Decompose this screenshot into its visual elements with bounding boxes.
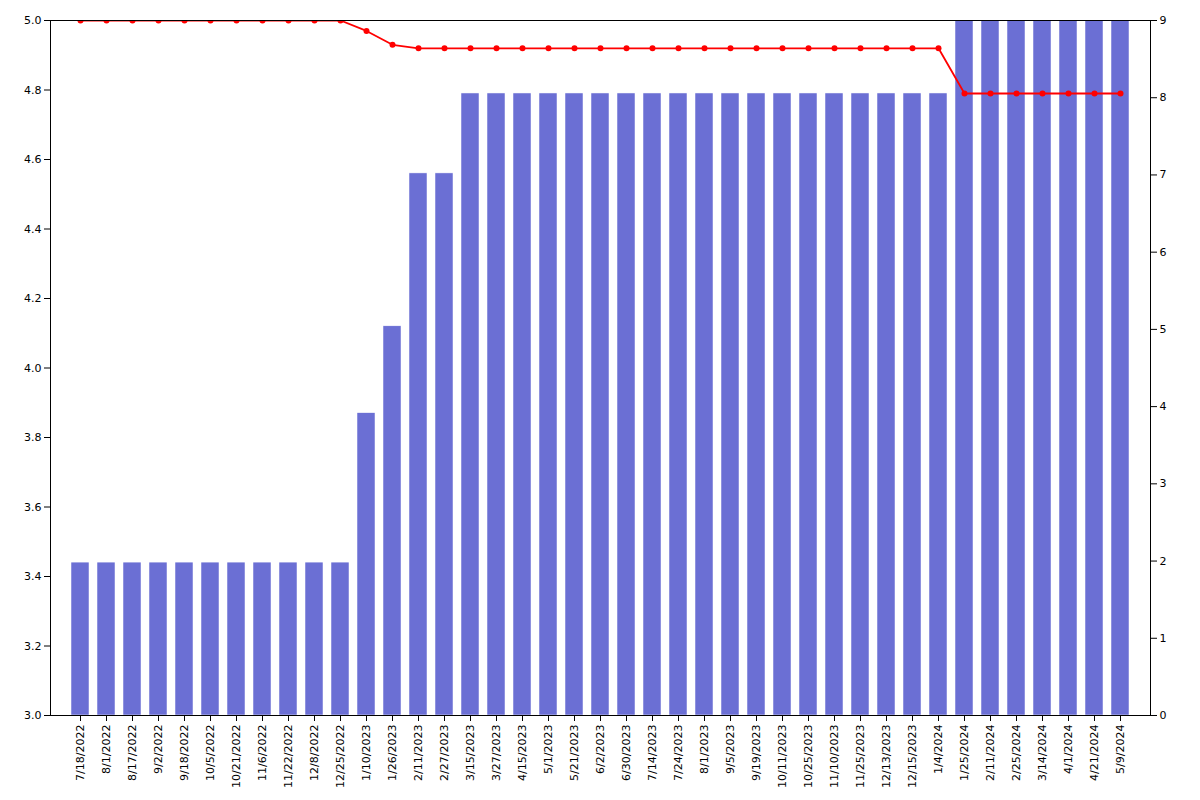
svg-text:0: 0 [1160, 709, 1167, 722]
svg-text:12/25/2022: 12/25/2022 [334, 725, 347, 788]
svg-text:3.6: 3.6 [24, 501, 42, 514]
svg-text:1/10/2023: 1/10/2023 [360, 725, 373, 781]
svg-text:5: 5 [1160, 323, 1167, 336]
svg-text:2/25/2024: 2/25/2024 [1010, 725, 1023, 781]
svg-text:1/26/2023: 1/26/2023 [386, 725, 399, 781]
svg-text:9/19/2023: 9/19/2023 [750, 725, 763, 781]
svg-text:12/8/2022: 12/8/2022 [308, 725, 321, 781]
svg-text:4.4: 4.4 [24, 223, 42, 236]
svg-text:4/1/2024: 4/1/2024 [1062, 725, 1075, 774]
svg-text:8/1/2022: 8/1/2022 [100, 725, 113, 774]
svg-text:4: 4 [1160, 400, 1167, 413]
svg-text:2/11/2023: 2/11/2023 [412, 725, 425, 781]
svg-text:3.0: 3.0 [24, 709, 42, 722]
svg-text:3.2: 3.2 [24, 640, 42, 653]
svg-text:7/14/2023: 7/14/2023 [646, 725, 659, 781]
svg-text:1: 1 [1160, 632, 1167, 645]
svg-text:9/2/2022: 9/2/2022 [152, 725, 165, 774]
svg-text:11/10/2023: 11/10/2023 [828, 725, 841, 788]
svg-text:2: 2 [1160, 555, 1167, 568]
svg-text:1/4/2024: 1/4/2024 [932, 725, 945, 774]
svg-text:3.8: 3.8 [24, 431, 42, 444]
svg-text:3/14/2024: 3/14/2024 [1036, 725, 1049, 781]
svg-text:7: 7 [1160, 168, 1167, 181]
svg-text:4.8: 4.8 [24, 84, 42, 97]
svg-text:4/21/2024: 4/21/2024 [1088, 725, 1101, 781]
svg-text:10/5/2022: 10/5/2022 [204, 725, 217, 781]
svg-text:9/18/2022: 9/18/2022 [178, 725, 191, 781]
svg-text:6: 6 [1160, 246, 1167, 259]
svg-text:11/25/2023: 11/25/2023 [854, 725, 867, 788]
svg-text:8/17/2022: 8/17/2022 [126, 725, 139, 781]
svg-text:2/27/2023: 2/27/2023 [438, 725, 451, 781]
svg-text:4/15/2023: 4/15/2023 [516, 725, 529, 781]
svg-text:10/25/2023: 10/25/2023 [802, 725, 815, 788]
svg-text:11/6/2022: 11/6/2022 [256, 725, 269, 781]
svg-text:4.2: 4.2 [24, 292, 42, 305]
svg-text:1/25/2024: 1/25/2024 [958, 725, 971, 781]
svg-text:3/27/2023: 3/27/2023 [490, 725, 503, 781]
svg-text:5/1/2023: 5/1/2023 [542, 725, 555, 774]
svg-text:3: 3 [1160, 477, 1167, 490]
svg-text:8: 8 [1160, 91, 1167, 104]
svg-text:3/15/2023: 3/15/2023 [464, 725, 477, 781]
svg-text:12/13/2023: 12/13/2023 [880, 725, 893, 788]
svg-text:6/30/2023: 6/30/2023 [620, 725, 633, 781]
svg-text:7/18/2022: 7/18/2022 [74, 725, 87, 781]
svg-text:4.0: 4.0 [24, 362, 42, 375]
svg-text:12/15/2023: 12/15/2023 [906, 725, 919, 788]
svg-text:5/21/2023: 5/21/2023 [568, 725, 581, 781]
svg-text:9/5/2023: 9/5/2023 [724, 725, 737, 774]
svg-text:2/11/2024: 2/11/2024 [984, 725, 997, 781]
svg-text:7/24/2023: 7/24/2023 [672, 725, 685, 781]
svg-text:11/22/2022: 11/22/2022 [282, 725, 295, 788]
svg-text:5/9/2024: 5/9/2024 [1114, 725, 1127, 774]
svg-text:10/21/2022: 10/21/2022 [230, 725, 243, 788]
svg-text:9: 9 [1160, 14, 1167, 27]
svg-text:6/2/2023: 6/2/2023 [594, 725, 607, 774]
svg-text:3.4: 3.4 [24, 570, 42, 583]
svg-text:4.6: 4.6 [24, 153, 42, 166]
svg-text:8/1/2023: 8/1/2023 [698, 725, 711, 774]
svg-text:10/11/2023: 10/11/2023 [776, 725, 789, 788]
svg-text:5.0: 5.0 [24, 14, 42, 27]
